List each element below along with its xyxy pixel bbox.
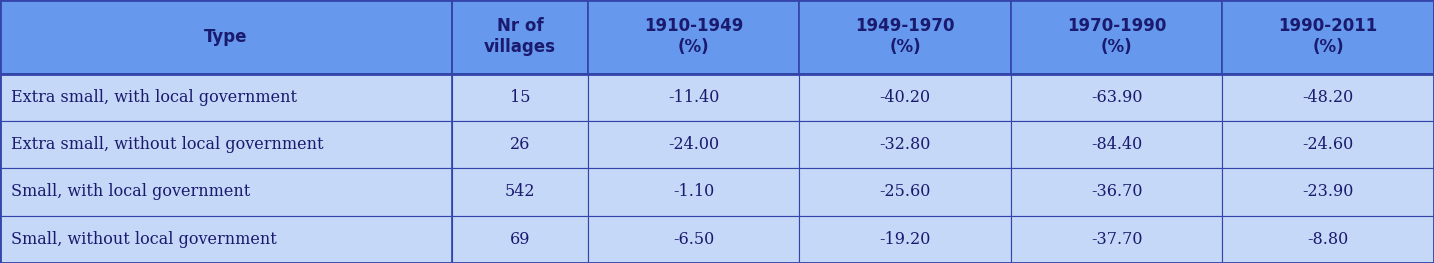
Text: 542: 542 (505, 184, 535, 200)
Bar (452, 121, 588, 168)
Bar (1222, 168, 1434, 216)
Bar (1011, 74, 1222, 121)
Bar (1222, 0, 1434, 74)
Text: Nr of
villages: Nr of villages (483, 17, 556, 56)
Text: Type: Type (204, 28, 248, 46)
Text: -24.60: -24.60 (1302, 136, 1354, 153)
Text: -23.90: -23.90 (1302, 184, 1354, 200)
Bar (1222, 121, 1434, 168)
Bar (588, 216, 800, 263)
Text: -1.10: -1.10 (673, 184, 714, 200)
Bar (1222, 216, 1434, 263)
Text: -84.40: -84.40 (1091, 136, 1143, 153)
Text: -11.40: -11.40 (668, 89, 720, 106)
Bar (452, 0, 588, 74)
Bar (0, 0, 452, 74)
Text: 69: 69 (509, 231, 531, 248)
Text: 1910-1949
(%): 1910-1949 (%) (644, 17, 743, 56)
Bar (800, 0, 1011, 74)
Text: -19.20: -19.20 (879, 231, 931, 248)
Text: -6.50: -6.50 (673, 231, 714, 248)
Text: 1990-2011
(%): 1990-2011 (%) (1279, 17, 1378, 56)
Bar (1011, 121, 1222, 168)
Text: -32.80: -32.80 (879, 136, 931, 153)
Text: Extra small, without local government: Extra small, without local government (11, 136, 324, 153)
Bar (588, 74, 800, 121)
Bar (588, 0, 800, 74)
Bar (1011, 168, 1222, 216)
Bar (1011, 0, 1222, 74)
Bar (0, 121, 452, 168)
Bar (452, 168, 588, 216)
Text: -36.70: -36.70 (1091, 184, 1143, 200)
Text: -8.80: -8.80 (1308, 231, 1349, 248)
Bar (588, 168, 800, 216)
Bar (800, 74, 1011, 121)
Bar (800, 216, 1011, 263)
Text: -37.70: -37.70 (1091, 231, 1143, 248)
Text: 1970-1990
(%): 1970-1990 (%) (1067, 17, 1166, 56)
Text: 15: 15 (509, 89, 531, 106)
Bar (1222, 74, 1434, 121)
Text: Extra small, with local government: Extra small, with local government (11, 89, 297, 106)
Text: -25.60: -25.60 (879, 184, 931, 200)
Text: 26: 26 (509, 136, 531, 153)
Bar (452, 216, 588, 263)
Bar (452, 74, 588, 121)
Text: -40.20: -40.20 (879, 89, 931, 106)
Text: Small, without local government: Small, without local government (11, 231, 277, 248)
Bar (1011, 216, 1222, 263)
Text: -48.20: -48.20 (1302, 89, 1354, 106)
Text: -63.90: -63.90 (1091, 89, 1143, 106)
Bar (800, 121, 1011, 168)
Bar (0, 168, 452, 216)
Bar (800, 168, 1011, 216)
Text: 1949-1970
(%): 1949-1970 (%) (856, 17, 955, 56)
Bar (0, 216, 452, 263)
Text: -24.00: -24.00 (668, 136, 720, 153)
Bar (0, 74, 452, 121)
Text: Small, with local government: Small, with local government (11, 184, 251, 200)
Bar (588, 121, 800, 168)
